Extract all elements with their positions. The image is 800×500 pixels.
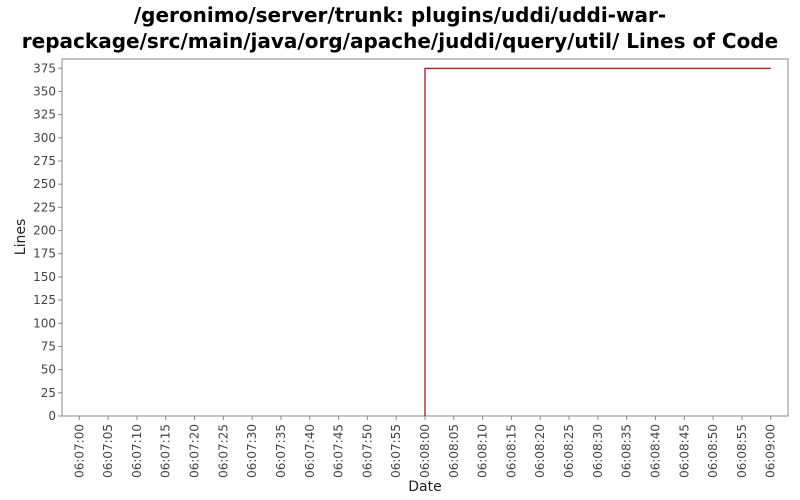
y-tick-label: 300 <box>33 131 56 145</box>
x-tick-label: 06:07:15 <box>159 424 173 478</box>
x-tick-label: 06:08:40 <box>648 424 662 478</box>
y-axis: 0 25 50 75 100 125 150 175 200 225 250 275 300 325 350… <box>33 61 62 423</box>
y-tick-label: 50 <box>41 363 56 377</box>
x-tick-label: 06:08:25 <box>562 424 576 478</box>
x-tick-label: 06:08:50 <box>706 424 720 478</box>
x-tick-label: 06:08:20 <box>533 424 547 478</box>
x-tick-label: 06:07:40 <box>303 424 317 478</box>
x-tick-label: 06:07:50 <box>360 424 374 478</box>
chart-title: /geronimo/server/trunk: plugins/uddi/udd… <box>0 2 800 54</box>
y-tick-label: 25 <box>41 386 56 400</box>
x-tick-label: 06:08:30 <box>591 424 605 478</box>
y-tick-label: 125 <box>33 293 56 307</box>
y-tick-label: 275 <box>33 154 56 168</box>
x-tick-label: 06:07:20 <box>188 424 202 478</box>
chart-title-line-1: /geronimo/server/trunk: plugins/uddi/udd… <box>133 3 667 27</box>
y-tick-label: 200 <box>33 224 56 238</box>
x-tick-label: 06:08:55 <box>735 424 749 478</box>
x-tick-label: 06:07:10 <box>130 424 144 478</box>
x-tick-label: 06:08:45 <box>677 424 691 478</box>
y-axis-label: Lines <box>13 219 29 255</box>
y-tick-label: 250 <box>33 177 56 191</box>
x-tick-label: 06:07:00 <box>72 424 86 478</box>
y-tick-label: 225 <box>33 200 56 214</box>
y-tick-label: 150 <box>33 270 56 284</box>
x-axis-label: Date <box>408 479 441 495</box>
y-tick-label: 75 <box>41 339 56 353</box>
y-tick-label: 325 <box>33 108 56 122</box>
x-tick-label: 06:07:45 <box>332 424 346 478</box>
x-tick-label: 06:08:05 <box>447 424 461 478</box>
series-line <box>424 67 771 416</box>
x-tick-label: 06:07:25 <box>216 424 230 478</box>
y-tick-label: 175 <box>33 247 56 261</box>
y-tick-label: 350 <box>33 84 56 98</box>
chart-title-line-2: repackage/src/main/java/org/apache/juddi… <box>21 29 779 53</box>
x-tick-label: 06:08:10 <box>476 424 490 478</box>
x-axis: 06:07:00 06:07:05 06:07:10 06:07:15 06:07:20… <box>72 416 778 478</box>
x-tick-label: 06:09:00 <box>764 424 778 478</box>
x-tick-label: 06:07:55 <box>389 424 403 478</box>
y-tick-label: 0 <box>48 409 56 423</box>
y-tick-label: 375 <box>33 61 56 75</box>
x-tick-label: 06:08:00 <box>418 424 432 478</box>
series-group <box>424 67 771 416</box>
x-tick-label: 06:08:15 <box>504 424 518 478</box>
x-tick-label: 06:07:30 <box>245 424 259 478</box>
x-tick-label: 06:07:05 <box>101 424 115 478</box>
x-tick-label: 06:08:35 <box>620 424 634 478</box>
y-tick-label: 100 <box>33 316 56 330</box>
x-tick-label: 06:07:35 <box>274 424 288 478</box>
